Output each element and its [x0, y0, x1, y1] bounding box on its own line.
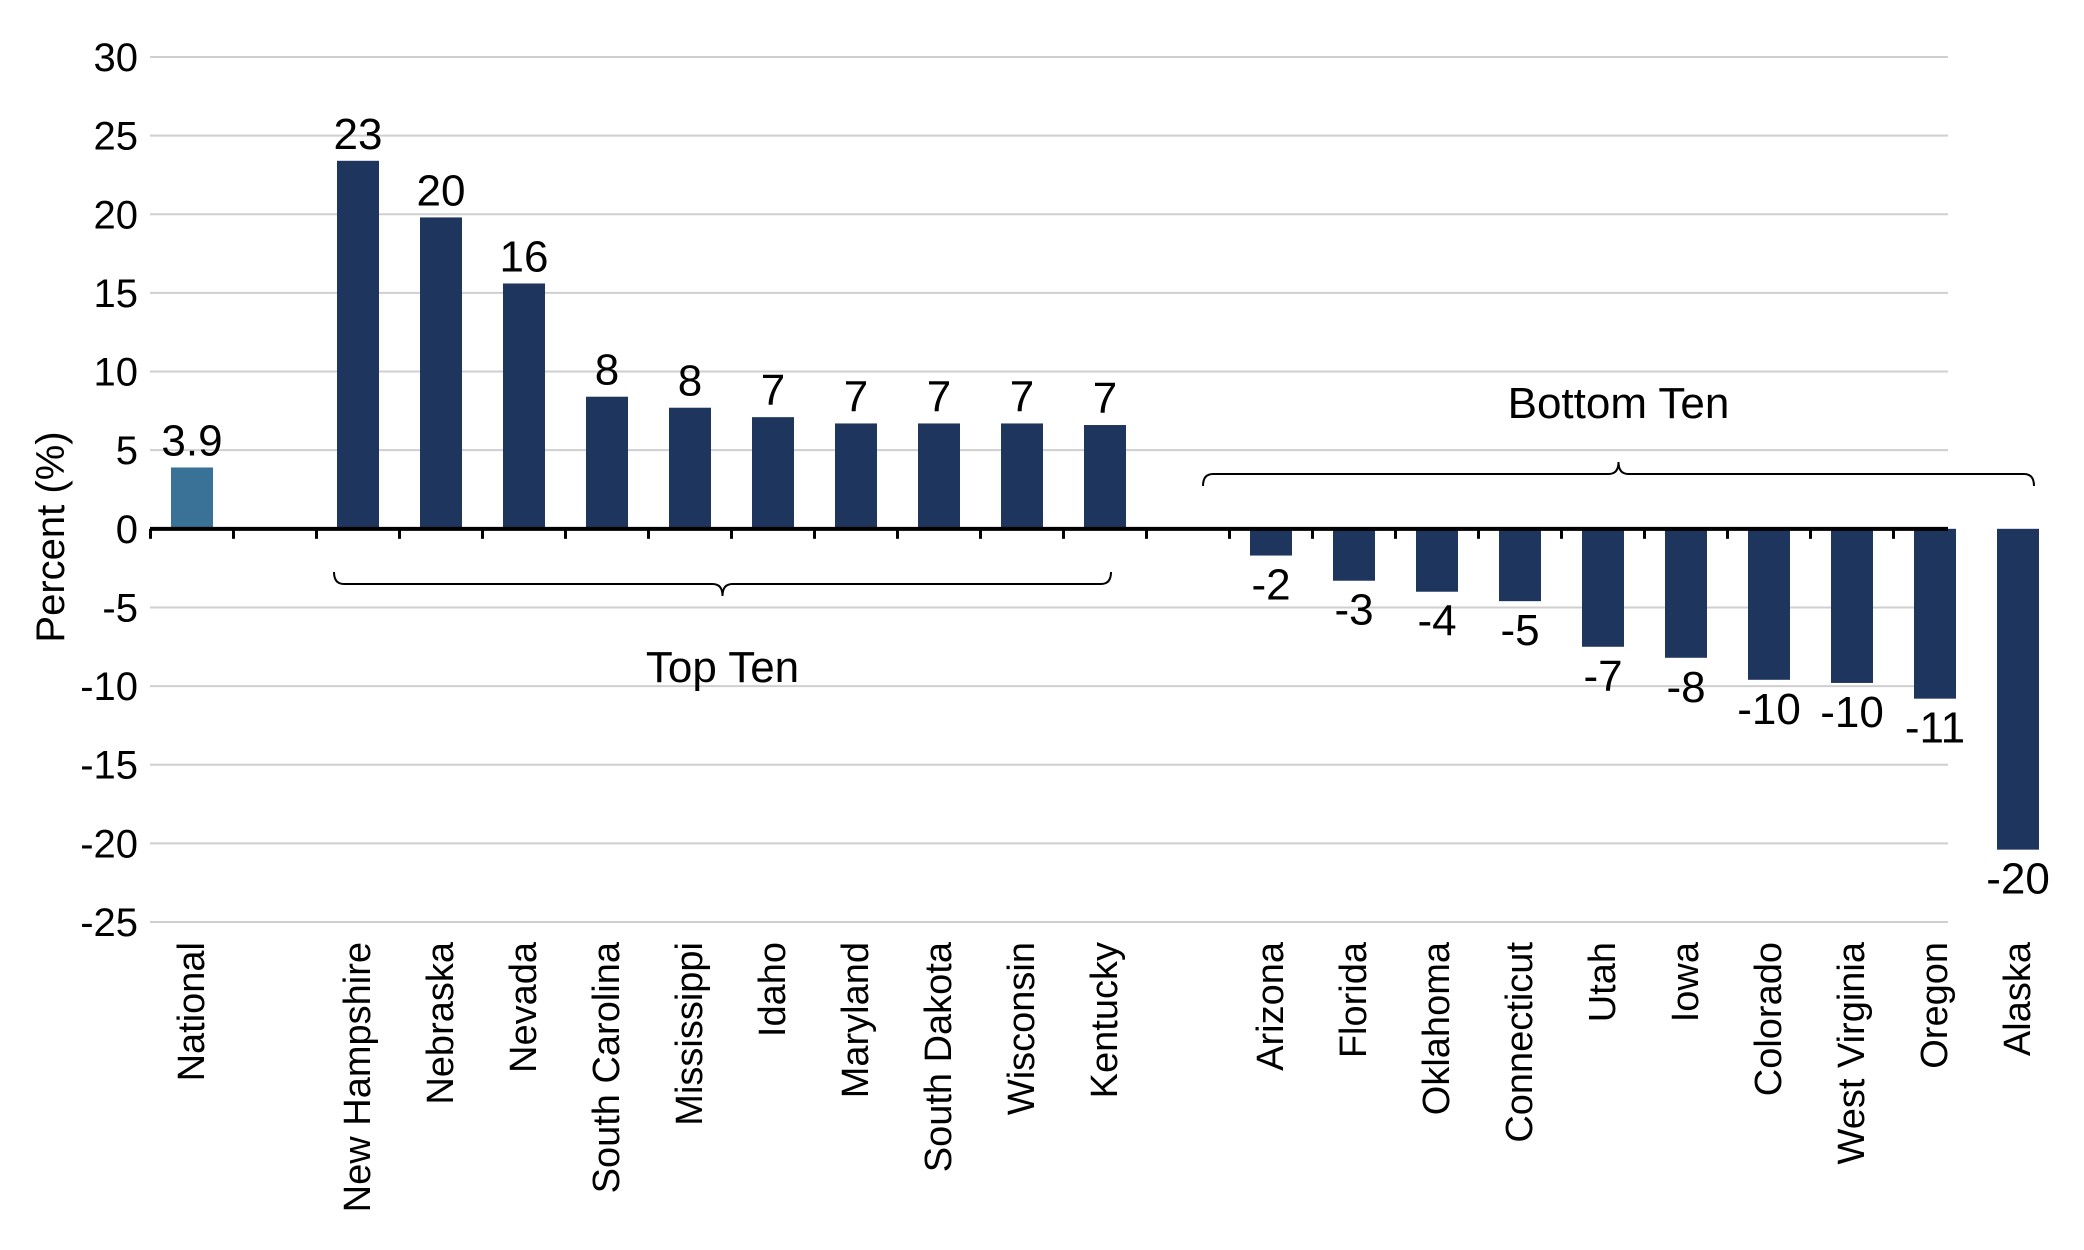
y-tick-label: -25 [80, 901, 138, 945]
category-label: Florida [1333, 941, 1375, 1058]
bar [752, 417, 794, 529]
category-label: Iowa [1665, 941, 1707, 1022]
bar [1416, 528, 1458, 592]
y-tick-label: -15 [80, 744, 138, 788]
y-tick-label: 5 [116, 429, 138, 473]
group-brace [1202, 461, 2035, 487]
bar [1250, 528, 1292, 556]
bar [1997, 528, 2039, 850]
group-label: Bottom Ten [1508, 379, 1730, 428]
bar [586, 396, 628, 529]
category-label: Idaho [752, 942, 794, 1037]
bar [337, 160, 379, 529]
data-label: 16 [500, 232, 549, 281]
bar [1333, 528, 1375, 581]
group-label: Top Ten [646, 643, 799, 692]
bar [1001, 423, 1043, 529]
y-tick-label: -20 [80, 822, 138, 866]
category-label: South Carolina [586, 941, 628, 1193]
bar [171, 467, 213, 529]
category-label: Alaska [1997, 941, 2039, 1056]
data-label: 7 [761, 366, 785, 415]
data-label: 7 [1093, 374, 1117, 423]
category-label: Utah [1582, 942, 1624, 1022]
category-label: National [171, 942, 213, 1081]
data-label: -10 [1820, 688, 1884, 737]
data-label: 23 [334, 110, 383, 159]
category-label: Arizona [1250, 941, 1292, 1071]
bar [918, 423, 960, 529]
y-tick-label: -5 [102, 586, 138, 630]
bar [1831, 528, 1873, 683]
category-label: Maryland [835, 942, 877, 1098]
data-label: -3 [1334, 586, 1373, 635]
y-tick-label: 0 [116, 508, 138, 552]
data-label: -7 [1583, 652, 1622, 701]
bar [1582, 528, 1624, 647]
bars [171, 160, 2039, 850]
category-label: Mississippi [669, 942, 711, 1126]
bar [1665, 528, 1707, 658]
data-label: -5 [1500, 606, 1539, 655]
data-label: 8 [678, 357, 702, 406]
category-label: Kentucky [1084, 942, 1126, 1098]
data-label: -2 [1251, 561, 1290, 610]
bar [503, 283, 545, 529]
data-label: 20 [417, 166, 466, 215]
bar [1084, 425, 1126, 529]
category-label: New Hampshire [337, 942, 379, 1212]
data-label: -4 [1417, 597, 1456, 646]
category-labels: National New Hampshire Nebraska Nevada South… [171, 941, 2039, 1212]
category-label: Oklahoma [1416, 941, 1458, 1115]
bar [1499, 528, 1541, 602]
y-tick-label: 20 [94, 193, 139, 237]
data-label: 7 [844, 372, 868, 421]
category-label: Oregon [1914, 942, 1956, 1069]
category-label: Colorado [1748, 942, 1790, 1096]
data-label: 8 [595, 346, 619, 395]
bar [669, 407, 711, 529]
data-label: 3.9 [161, 416, 222, 465]
y-axis-label: Percent (%) [29, 431, 73, 642]
y-tick-label: 25 [94, 115, 139, 159]
category-label: Wisconsin [1001, 942, 1043, 1115]
bar [835, 423, 877, 529]
category-label: Connecticut [1499, 942, 1541, 1143]
y-tick-label: 10 [94, 351, 139, 395]
data-label: 7 [927, 372, 951, 421]
y-axis-ticks: 30 25 20 15 10 5 0 -5 -10 -15 -20 -25 [80, 36, 138, 945]
group-annotations: Top Ten Bottom Ten [333, 379, 2035, 692]
category-label: Nebraska [420, 941, 462, 1104]
group-brace [333, 571, 1112, 597]
y-tick-label: -10 [80, 665, 138, 709]
data-label: -11 [1905, 704, 1965, 753]
category-label: South Dakota [918, 941, 960, 1172]
bar [420, 217, 462, 529]
data-labels: 3.9 23 20 16 8 8 7 7 7 7 7 -2 -3 -4 -5 -7 -8 -10 -10 -11 -20 [161, 110, 2049, 904]
y-tick-label: 15 [94, 272, 139, 316]
data-label: -10 [1737, 685, 1801, 734]
data-label: -8 [1666, 663, 1705, 712]
zero-axis [149, 526, 1948, 539]
data-label: 7 [1010, 372, 1034, 421]
data-label: -20 [1986, 855, 2050, 904]
bar [1748, 528, 1790, 680]
category-label: West Virginia [1831, 941, 1873, 1164]
category-label: Nevada [503, 941, 545, 1073]
y-tick-label: 30 [94, 36, 139, 80]
bar [1914, 528, 1956, 699]
